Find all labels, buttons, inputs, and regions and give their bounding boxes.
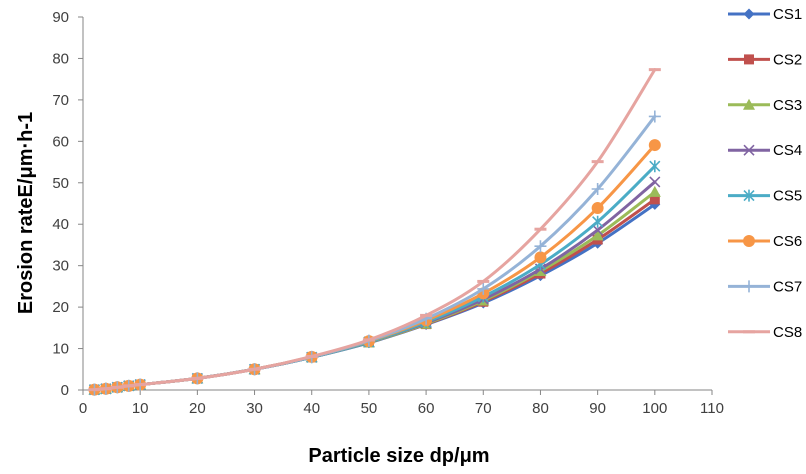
x-tick-label: 0: [79, 400, 87, 417]
legend-item-cs3: CS3: [728, 97, 802, 114]
y-tick-label: 90: [52, 9, 69, 26]
data-point: [591, 229, 604, 241]
x-axis-title: Particle size dp/μm: [308, 445, 489, 467]
legend: CS1 CS2 CS3 CS4 CS5 CS6 CS7 CS8: [728, 6, 802, 341]
series-cs8: [88, 68, 661, 392]
data-point: [592, 224, 604, 236]
legend-marker: [743, 98, 755, 110]
legend-item-cs1: CS1: [728, 6, 802, 23]
legend-label: CS3: [773, 97, 802, 114]
y-tick-label: 70: [52, 92, 69, 109]
legend-item-cs2: CS2: [728, 51, 802, 68]
series-cs3: [88, 185, 661, 395]
series-layer: [88, 68, 661, 396]
legend-marker: [743, 8, 755, 20]
data-point: [649, 160, 661, 173]
legend-marker: [743, 144, 755, 156]
legend-label: CS2: [773, 51, 802, 68]
y-tick-label: 50: [52, 175, 69, 192]
x-tick-label: 100: [642, 400, 667, 417]
legend-marker: [744, 54, 754, 65]
x-tick-label: 10: [132, 400, 149, 417]
y-tick-label: 30: [52, 258, 69, 275]
x-tick-label: 20: [189, 400, 206, 417]
series-line: [92, 190, 657, 392]
data-point: [534, 240, 547, 253]
series-line: [92, 197, 657, 392]
y-tick-label: 10: [52, 341, 69, 358]
x-tick-label: 30: [246, 400, 263, 417]
x-tick-label: 40: [303, 400, 320, 417]
data-point: [648, 185, 661, 197]
legend-label: CS1: [773, 6, 802, 23]
y-tick-label: 20: [52, 299, 69, 316]
legend-label: CS8: [773, 324, 802, 341]
data-point: [592, 215, 604, 228]
axes: 0 10 20 30 40 50 60 70 80 90 0 10 20 30 40 50 60 70 80 90 10…: [52, 9, 724, 417]
legend-marker: [743, 189, 755, 202]
series-cs2: [89, 194, 660, 395]
legend-item-cs7: CS7: [728, 278, 802, 295]
legend-item-cs5: CS5: [728, 188, 802, 205]
data-point: [649, 194, 660, 205]
series-line: [92, 143, 657, 392]
legend-item-cs6: CS6: [728, 233, 802, 250]
legend-item-cs8: CS8: [728, 324, 802, 341]
legend-marker: [743, 280, 755, 293]
y-tick-label: 60: [52, 133, 69, 150]
x-tick-label: 90: [589, 400, 606, 417]
legend-marker: [743, 235, 755, 247]
data-point: [648, 139, 661, 152]
series-line: [92, 180, 657, 392]
x-tick-label: 60: [418, 400, 435, 417]
data-point: [477, 282, 490, 295]
series-line: [92, 164, 657, 392]
x-tick-label: 80: [532, 400, 549, 417]
y-tick-label: 40: [52, 216, 69, 233]
series-cs6: [88, 139, 661, 396]
data-point: [591, 182, 604, 195]
legend-label: CS4: [773, 142, 802, 159]
data-point: [648, 110, 661, 123]
y-tick-label: 0: [61, 382, 69, 399]
series-cs4: [88, 176, 661, 396]
legend-label: CS7: [773, 278, 802, 295]
x-tick-label: 70: [475, 400, 492, 417]
y-axis-title: Erosion rateE/μm·h-1: [15, 112, 37, 314]
data-point: [649, 176, 661, 188]
y-tick-label: 80: [52, 50, 69, 67]
data-point: [591, 202, 604, 215]
x-tick-label: 110: [700, 400, 724, 417]
legend-label: CS5: [773, 188, 802, 205]
x-tick-label: 50: [361, 400, 378, 417]
series-cs5: [88, 160, 661, 396]
data-point: [534, 251, 547, 264]
legend-label: CS6: [773, 233, 802, 250]
legend-item-cs4: CS4: [728, 142, 802, 159]
